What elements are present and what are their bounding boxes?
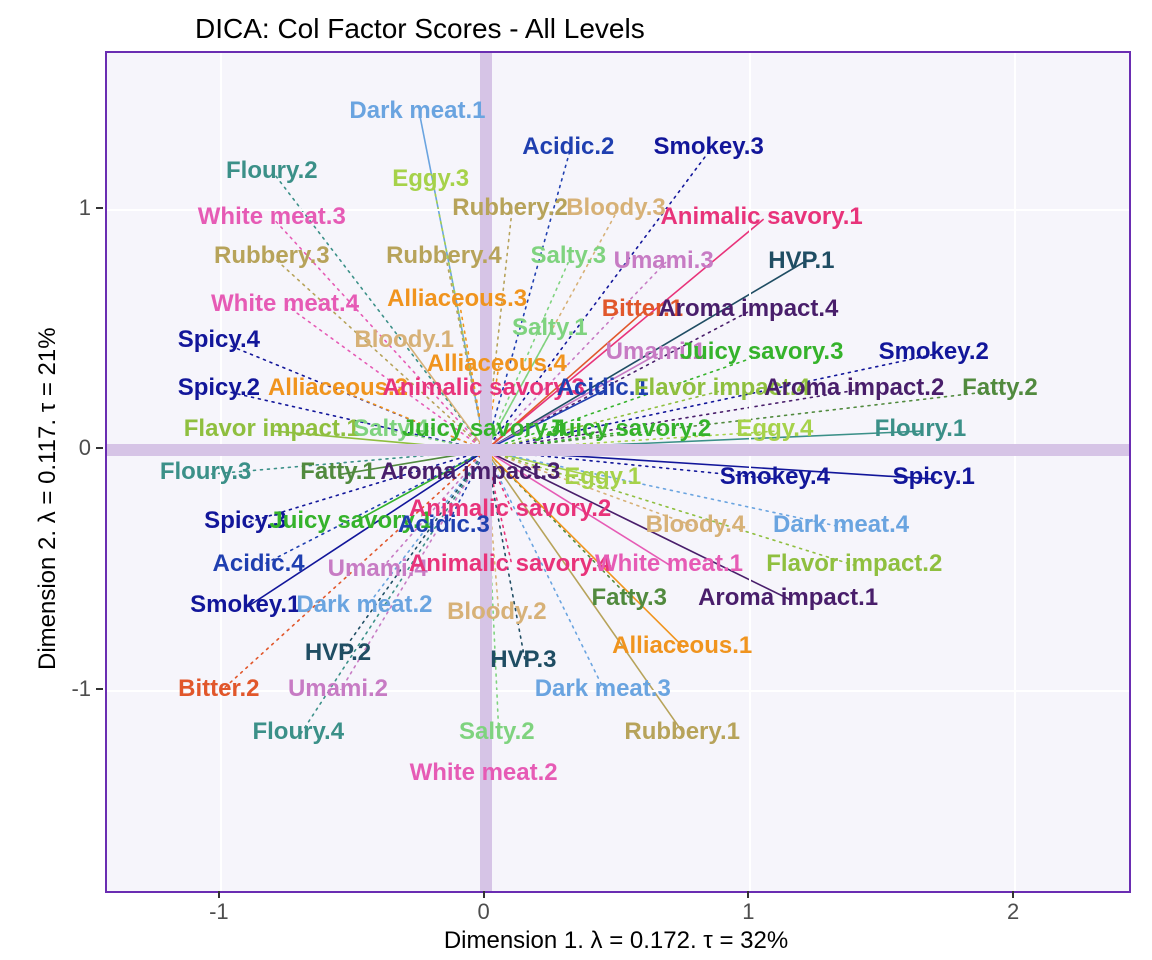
y-tick-label: 1 — [79, 195, 91, 221]
chart-title: DICA: Col Factor Scores - All Levels — [195, 13, 645, 45]
point-label: Animalic savory.1 — [660, 203, 862, 231]
point-label: Bloody.4 — [646, 511, 746, 539]
point-label: Floury.4 — [252, 718, 344, 746]
point-label: Dark meat.4 — [773, 511, 909, 539]
y-tick-label: 0 — [79, 435, 91, 461]
point-label: Acidic.2 — [522, 133, 614, 161]
y-tick-mark — [96, 207, 103, 209]
point-label: Floury.1 — [875, 415, 967, 443]
x-tick-label: 1 — [742, 899, 754, 925]
point-label: Aroma impact.2 — [764, 374, 944, 402]
point-label: Rubbery.4 — [386, 242, 502, 270]
point-label: Alliaceous.3 — [387, 285, 527, 313]
x-axis-title: Dimension 1. λ = 0.172. τ = 32% — [444, 927, 788, 955]
point-label: Flavor impact.1 — [184, 415, 360, 443]
grid-v — [1014, 53, 1016, 891]
point-label: HVP.1 — [768, 247, 834, 275]
x-tick-mark — [747, 891, 749, 898]
point-label: Umami.3 — [614, 247, 714, 275]
y-axis-title: Dimension 2. λ = 0.117. τ = 21% — [34, 327, 62, 670]
point-label: White meat.3 — [198, 203, 346, 231]
point-label: Spicy.4 — [178, 326, 260, 354]
point-label: Smokey.1 — [190, 591, 300, 619]
point-label: Spicy.2 — [178, 374, 260, 402]
point-label: Acidic.4 — [213, 550, 305, 578]
point-label: Aroma impact.3 — [380, 458, 560, 486]
point-label: Juicy savory.3 — [680, 338, 844, 366]
point-label: Smokey.4 — [720, 463, 830, 491]
point-label: HVP.2 — [305, 639, 371, 667]
point-label: Spicy.1 — [893, 463, 975, 491]
x-tick-label: -1 — [209, 899, 229, 925]
point-label: Rubbery.2 — [452, 194, 568, 222]
x-tick-mark — [1012, 891, 1014, 898]
point-label: Fatty.3 — [591, 584, 667, 612]
point-label: Dark meat.3 — [535, 675, 671, 703]
point-label: Smokey.3 — [654, 133, 764, 161]
point-label: Salty.3 — [531, 242, 607, 270]
point-label: Acidic.3 — [398, 511, 490, 539]
y-tick-label: -1 — [71, 676, 91, 702]
x-tick-label: 2 — [1007, 899, 1019, 925]
point-label: Floury.3 — [160, 458, 252, 486]
x-tick-mark — [483, 891, 485, 898]
point-label: Eggy.3 — [392, 165, 469, 193]
point-label: Smokey.2 — [879, 338, 989, 366]
point-label: HVP.3 — [490, 646, 556, 674]
point-label: Salty.2 — [459, 718, 535, 746]
point-label: Salty.1 — [512, 314, 588, 342]
point-label: Aroma impact.1 — [698, 584, 878, 612]
point-label: Umami.2 — [288, 675, 388, 703]
point-label: Alliaceous.1 — [612, 632, 752, 660]
point-label: Rubbery.3 — [214, 242, 330, 270]
point-label: Aroma impact.4 — [658, 295, 838, 323]
point-label: Flavor impact.2 — [766, 550, 942, 578]
point-label: Bloody.3 — [566, 194, 666, 222]
point-label: Bloody.2 — [447, 598, 547, 626]
point-label: White meat.1 — [595, 550, 743, 578]
point-label: Rubbery.1 — [624, 718, 740, 746]
point-label: Juicy savory.2 — [547, 415, 711, 443]
point-label: Eggy.1 — [564, 463, 641, 491]
point-label: Fatty.2 — [962, 374, 1038, 402]
x-tick-label: 0 — [477, 899, 489, 925]
point-label: Animalic savory.3 — [382, 374, 584, 402]
point-label: Eggy.4 — [736, 415, 813, 443]
figure: DICA: Col Factor Scores - All Levels -1 0… — [0, 0, 1152, 960]
point-label: Dark meat.1 — [349, 97, 485, 125]
point-label: White meat.2 — [410, 759, 558, 787]
point-label: Dark meat.2 — [296, 591, 432, 619]
x-tick-mark — [218, 891, 220, 898]
point-label: Bitter.2 — [178, 675, 259, 703]
point-label: Fatty.1 — [300, 458, 376, 486]
point-label: Animalic savory.4 — [409, 550, 611, 578]
zero-axis-h — [107, 444, 1129, 456]
y-tick-mark — [96, 688, 103, 690]
point-label: Floury.2 — [226, 157, 318, 185]
point-label: White meat.4 — [211, 290, 359, 318]
y-tick-mark — [96, 447, 103, 449]
point-label: Juicy savory.4 — [402, 415, 566, 443]
